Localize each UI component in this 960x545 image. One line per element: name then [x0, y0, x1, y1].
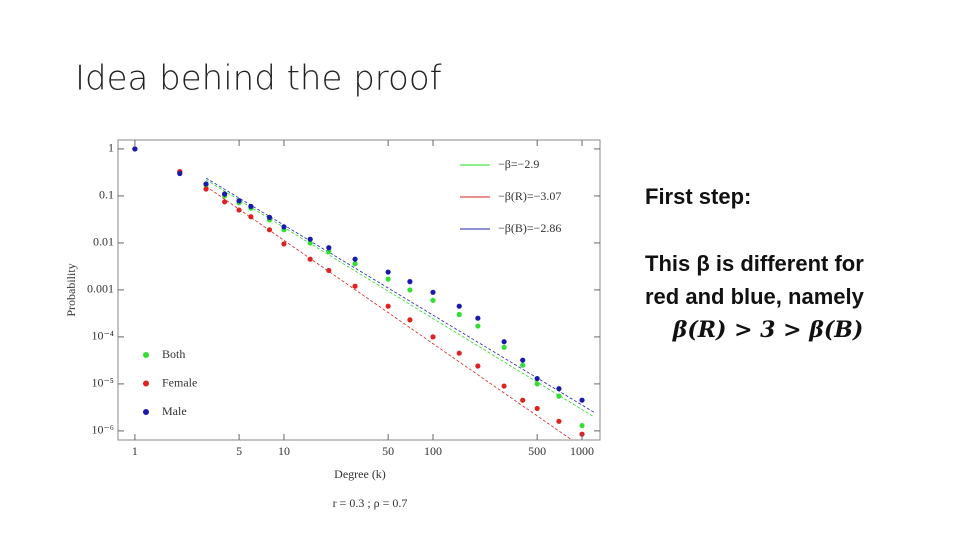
point — [520, 357, 526, 363]
fit-line — [205, 179, 595, 418]
text-formula: β(R) > 3 > β(B) — [672, 317, 864, 343]
point — [456, 350, 462, 356]
point — [520, 397, 526, 403]
legend-label: Male — [162, 404, 187, 418]
x-tick-label: 500 — [528, 444, 546, 458]
point — [248, 214, 254, 220]
point — [534, 381, 540, 387]
legend-marker — [143, 352, 149, 358]
point — [326, 245, 332, 251]
point — [385, 269, 391, 275]
x-tick-label: 50 — [382, 444, 394, 458]
point — [222, 191, 228, 197]
point — [501, 383, 507, 389]
legend-marker — [143, 409, 149, 415]
legend-marker — [143, 380, 149, 387]
slide-title: Idea behind the proof — [75, 59, 442, 99]
point — [556, 393, 562, 399]
point — [475, 363, 481, 369]
point — [281, 224, 287, 230]
point — [203, 186, 209, 192]
y-tick-label: 0.1 — [99, 188, 114, 202]
point — [407, 279, 413, 285]
point — [430, 289, 436, 295]
x-tick-label: 5 — [236, 444, 242, 458]
plot-area — [132, 146, 595, 440]
point — [385, 303, 391, 309]
point — [352, 261, 358, 267]
point — [430, 297, 436, 303]
point — [132, 146, 138, 152]
x-axis-label: Degree (k) — [334, 467, 386, 481]
point — [307, 240, 313, 246]
y-tick-label: 10⁻⁵ — [91, 376, 114, 390]
point — [407, 287, 413, 293]
legend-label: −β(R)=−3.07 — [498, 189, 561, 203]
point — [501, 344, 507, 350]
caption: r = 0.3 ; ρ = 0.7 — [333, 496, 408, 510]
point — [236, 207, 242, 213]
point — [266, 227, 273, 233]
point — [385, 276, 391, 282]
legend-label: Female — [162, 375, 197, 389]
point — [236, 198, 242, 204]
x-tick-label: 1000 — [570, 444, 594, 458]
point — [556, 386, 562, 392]
legend-label: −β=−2.9 — [498, 157, 539, 171]
text-heading: First step: — [645, 184, 751, 209]
point — [520, 362, 526, 368]
x-tick-label: 1 — [132, 444, 138, 458]
point — [326, 249, 332, 255]
text-line: red and blue, namely — [645, 284, 865, 309]
point — [579, 397, 585, 403]
point — [501, 339, 507, 345]
point — [222, 199, 228, 205]
plot-frame — [117, 139, 601, 441]
point — [307, 256, 313, 262]
point — [456, 303, 462, 309]
text-line: This β is different for — [645, 251, 864, 276]
y-axis-label: Probability — [64, 263, 78, 316]
point — [456, 311, 462, 318]
point — [326, 267, 332, 274]
legend-label: −β(B)=−2.86 — [498, 221, 561, 235]
point — [352, 256, 358, 262]
point — [307, 236, 313, 242]
point — [203, 181, 209, 187]
point — [352, 283, 358, 289]
y-tick-label: 0.01 — [93, 235, 114, 249]
legend-label: Both — [162, 347, 185, 361]
point — [430, 334, 436, 340]
x-tick-label: 10 — [278, 444, 290, 458]
point — [534, 405, 540, 412]
point — [248, 203, 254, 209]
point — [407, 317, 413, 323]
point — [475, 323, 481, 329]
point — [177, 170, 183, 177]
y-tick-label: 1 — [108, 141, 114, 155]
fit-line — [205, 186, 572, 440]
point — [556, 418, 562, 424]
y-tick-label: 10⁻⁶ — [91, 423, 114, 437]
point — [475, 315, 481, 321]
point — [534, 375, 540, 382]
x-tick-label: 100 — [424, 444, 442, 458]
point — [266, 214, 273, 220]
point — [579, 422, 585, 429]
y-tick-label: 10⁻⁴ — [91, 329, 114, 343]
y-tick-label: 0.001 — [87, 282, 114, 296]
point — [281, 241, 287, 247]
